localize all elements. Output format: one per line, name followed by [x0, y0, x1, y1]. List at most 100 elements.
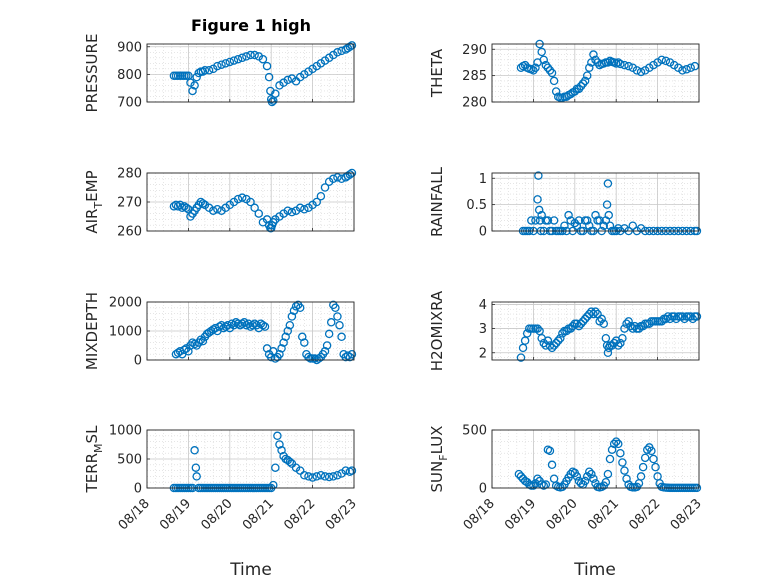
data-point: [527, 216, 536, 225]
data-point: [562, 326, 571, 336]
data-point: [545, 446, 555, 456]
x-axis-label-right: Time: [573, 560, 616, 580]
data-point: [678, 66, 687, 75]
data-point: [287, 312, 297, 321]
data-point: [657, 317, 666, 326]
data-point: [688, 314, 698, 324]
data-point: [605, 454, 615, 464]
data-point: [347, 349, 357, 359]
data-point: [295, 303, 305, 313]
y-tick-label: 700: [117, 96, 142, 111]
y-axis-label-main: H2OMIXRA: [428, 290, 446, 371]
data-point: [543, 63, 553, 72]
data-point: [543, 216, 553, 225]
data-point: [529, 481, 538, 490]
data-point: [616, 59, 625, 69]
data-point: [603, 58, 613, 67]
data-point: [551, 87, 561, 96]
data-point: [531, 63, 540, 72]
axes-frame: [491, 429, 700, 489]
data-point: [599, 319, 609, 328]
data-point: [322, 341, 332, 350]
data-point: [582, 216, 592, 225]
data-point: [192, 72, 201, 82]
data-point: [285, 320, 295, 330]
data-point: [534, 171, 543, 180]
data-point: [200, 65, 210, 75]
data-point: [533, 324, 542, 333]
data-point: [237, 319, 247, 328]
y-tick-label: 0: [479, 482, 487, 497]
data-point: [343, 351, 353, 360]
axes-frame: [491, 172, 700, 232]
data-point: [628, 221, 638, 230]
data-point: [587, 469, 596, 479]
data-point: [578, 317, 588, 326]
data-point: [285, 457, 295, 467]
y-tick-label: 1000: [109, 325, 142, 340]
data-point: [665, 314, 675, 324]
y-axis-label-main: RAINFALL: [428, 166, 446, 237]
subplot-3: 260 270 280 AIRTEMP: [83, 167, 357, 240]
data-point: [669, 60, 679, 70]
data-point: [287, 207, 297, 217]
data-point: [184, 347, 193, 356]
data-point: [620, 466, 629, 475]
data-point: [651, 462, 660, 472]
data-point: [574, 321, 584, 331]
y-axis-label: H2OMIXRA: [428, 290, 446, 371]
data-point: [333, 48, 342, 57]
data-point: [191, 463, 201, 472]
data-point: [636, 67, 646, 77]
axes-frame: [146, 429, 355, 489]
data-point: [300, 470, 309, 480]
data-point: [647, 446, 656, 456]
data-point: [516, 63, 526, 72]
data-point: [657, 55, 666, 65]
data-point: [237, 193, 247, 202]
subplot-grid: 700 800 900 PRESSURE 280 285 290 THETA 260 270 280…: [83, 34, 705, 534]
data-point: [560, 221, 569, 230]
y-axis-label-main: THETA: [428, 48, 446, 98]
data-point: [593, 58, 602, 67]
data-point: [620, 60, 629, 70]
data-point: [574, 216, 584, 225]
data-point: [182, 203, 191, 213]
data-point: [300, 204, 309, 214]
subplot-1: 700 800 900 PRESSURE: [83, 34, 357, 112]
data-point: [312, 197, 321, 207]
subplot-2: 280 285 290 THETA: [428, 39, 700, 111]
data-point: [291, 302, 301, 311]
data-point: [564, 210, 573, 220]
y-axis-label-sub: M: [92, 443, 105, 453]
data-point: [213, 204, 222, 214]
y-tick-label: 1000: [109, 424, 142, 439]
data-point: [283, 326, 293, 336]
data-point: [645, 63, 654, 72]
data-point: [636, 472, 646, 481]
data-point: [246, 50, 255, 60]
data-point: [198, 336, 208, 346]
axes-frame: [146, 301, 355, 361]
subplot-5: 0 1000 2000 MIXDEPTH: [83, 292, 357, 370]
data-point: [277, 344, 286, 353]
data-point: [516, 353, 526, 362]
subplot-6: 2 3 4 H2OMIXRA: [428, 290, 702, 371]
data-point: [281, 332, 290, 342]
y-axis-label-main: SUN: [428, 461, 446, 493]
data-point: [620, 224, 629, 233]
data-point: [310, 354, 319, 363]
data-point: [616, 338, 625, 348]
data-point: [304, 472, 313, 481]
data-point: [692, 312, 702, 321]
data-point: [514, 469, 524, 479]
data-point: [595, 317, 604, 326]
data-point: [516, 472, 526, 481]
data-point: [233, 54, 243, 64]
y-axis-label: TERRMSL: [83, 425, 105, 494]
data-point: [250, 50, 259, 60]
y-axis-label: SUNFLUX: [428, 426, 450, 493]
data-point: [663, 312, 673, 321]
data-point: [576, 81, 586, 91]
data-point: [320, 183, 330, 192]
